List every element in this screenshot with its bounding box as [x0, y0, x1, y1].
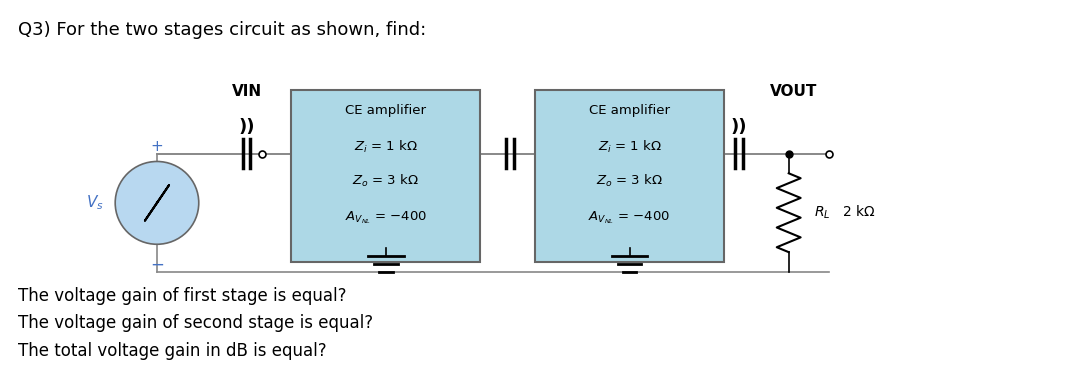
- Circle shape: [115, 161, 198, 244]
- Text: $Z_o$ = 3 k$\Omega$: $Z_o$ = 3 k$\Omega$: [596, 173, 663, 189]
- Text: The total voltage gain in dB is equal?: The total voltage gain in dB is equal?: [17, 342, 327, 360]
- Text: The voltage gain of first stage is equal?: The voltage gain of first stage is equal…: [17, 287, 346, 305]
- Text: −: −: [150, 256, 164, 274]
- Text: The voltage gain of second stage is equal?: The voltage gain of second stage is equa…: [17, 314, 373, 332]
- Text: $A_{V_{NL}}$ = −400: $A_{V_{NL}}$ = −400: [345, 210, 427, 226]
- Text: CE amplifier: CE amplifier: [589, 104, 671, 117]
- Text: $Z_i$ = 1 k$\Omega$: $Z_i$ = 1 k$\Omega$: [354, 139, 417, 155]
- Text: $Z_i$ = 1 k$\Omega$: $Z_i$ = 1 k$\Omega$: [597, 139, 662, 155]
- Text: $V_s$: $V_s$: [85, 194, 103, 212]
- Text: $Z_o$ = 3 k$\Omega$: $Z_o$ = 3 k$\Omega$: [353, 173, 419, 189]
- Text: CE amplifier: CE amplifier: [345, 104, 426, 117]
- Text: $A_{V_{NL}}$ = −400: $A_{V_{NL}}$ = −400: [589, 210, 671, 226]
- Text: )): )): [731, 118, 747, 136]
- Text: Q3) For the two stages circuit as shown, find:: Q3) For the two stages circuit as shown,…: [17, 21, 426, 38]
- Text: +: +: [151, 139, 164, 154]
- Text: VIN: VIN: [232, 84, 262, 99]
- Bar: [291, 90, 481, 262]
- Bar: [535, 90, 724, 262]
- Text: $R_L$   2 k$\Omega$: $R_L$ 2 k$\Omega$: [814, 204, 875, 222]
- Text: VOUT: VOUT: [770, 84, 817, 99]
- Text: )): )): [238, 118, 254, 136]
